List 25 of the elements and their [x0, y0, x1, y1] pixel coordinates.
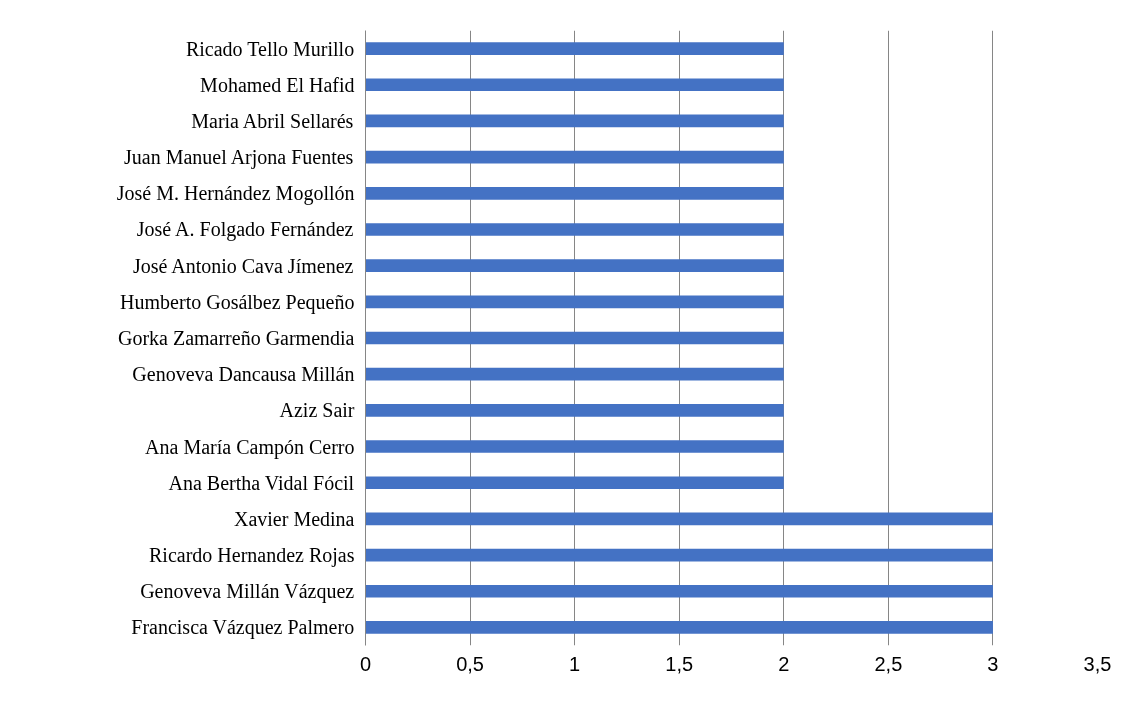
y-tick-label: Mohamed El Hafid — [200, 73, 355, 96]
x-tick-label: 2 — [778, 652, 790, 675]
y-tick-label: Gorka Zamarreño Garmendia — [117, 327, 355, 349]
y-tick-label: José M. Hernández Mogollón — [116, 182, 355, 206]
y-tick-label: Ricardo Hernandez Rojas — [149, 544, 355, 568]
y-tick-label: Ricado Tello Murillo — [185, 37, 355, 60]
x-tick-label: 0,5 — [456, 652, 484, 675]
y-tick-label: Francisca Vázquez Palmero — [131, 616, 355, 640]
y-tick-label: Humberto Gosálbez Pequeño — [120, 290, 355, 314]
y-tick-label: Aziz Sair — [279, 399, 355, 422]
y-tick-label: Ana María Campón Cerro — [145, 435, 355, 459]
y-tick-label: Juan Manuel Arjona Fuentes — [123, 146, 354, 170]
x-tick-label: 3 — [987, 652, 999, 675]
y-tick-label: José A. Folgado Fernández — [136, 218, 354, 242]
y-tick-label: Xavier Medina — [233, 507, 355, 530]
y-tick-label: José Antonio Cava Jímenez — [132, 254, 354, 277]
y-tick-label: Genoveva Millán Vázquez — [140, 580, 355, 604]
x-tick-label: 0 — [359, 652, 372, 675]
x-tick-label: 3,5 — [1083, 652, 1112, 675]
x-tick-label: 1 — [569, 652, 581, 675]
x-tick-label: 2,5 — [874, 652, 903, 675]
y-tick-label: Genoveva Dancausa Millán — [132, 363, 355, 386]
x-tick-label: 1,5 — [665, 652, 694, 675]
y-tick-label: Maria Abril Sellarés — [191, 109, 354, 132]
y-tick-label: Ana Bertha Vidal Fócil — [168, 471, 355, 494]
